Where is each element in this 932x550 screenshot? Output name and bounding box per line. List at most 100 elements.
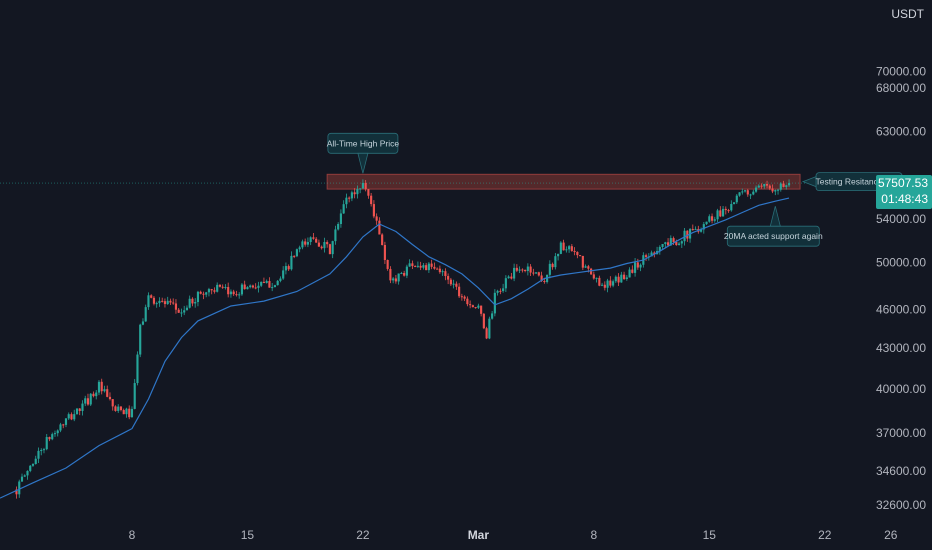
candle (474, 306, 477, 309)
candle (353, 188, 356, 199)
candle-body (128, 408, 131, 418)
candle-body (394, 278, 397, 282)
candle-body (284, 266, 287, 271)
candle (279, 276, 282, 283)
candle-body (295, 249, 298, 257)
candle (97, 379, 101, 396)
candle (419, 261, 422, 271)
candle (304, 238, 307, 247)
annotation-pointer (801, 176, 817, 188)
annotation-callout[interactable]: All-Time High Price (327, 132, 400, 174)
candle-body (592, 274, 595, 279)
candle (768, 184, 771, 191)
candle-body (634, 262, 637, 273)
candle (548, 260, 551, 279)
candle-body (317, 242, 320, 247)
candle (430, 259, 433, 270)
candle (592, 271, 595, 280)
candle-body (705, 221, 708, 225)
candle-body (290, 255, 293, 270)
candle (529, 264, 532, 277)
candle (595, 277, 598, 283)
candle-body (414, 266, 417, 268)
candle (20, 473, 24, 483)
candle-body (78, 408, 81, 411)
candle (260, 281, 263, 288)
candle (213, 287, 216, 294)
candle (658, 245, 661, 255)
candle (554, 252, 557, 270)
candle (70, 412, 73, 421)
candle (584, 264, 587, 269)
candle-body (768, 185, 771, 189)
annotation-callout[interactable]: 20MA acted support again (724, 206, 823, 247)
candle (81, 400, 84, 416)
candle-body (141, 321, 145, 325)
candle-body (315, 238, 318, 243)
candle-body (779, 183, 782, 190)
candle (411, 260, 414, 270)
candle-body (383, 244, 386, 260)
candle (705, 221, 708, 225)
candle (59, 422, 62, 433)
candle (106, 385, 109, 398)
candle-body (595, 277, 598, 279)
time-tick-label: Mar (468, 528, 490, 542)
candle (295, 248, 298, 258)
candle (405, 264, 408, 279)
candle-body (573, 250, 576, 252)
candle-body (136, 354, 139, 384)
candle-body (23, 475, 26, 477)
candle (227, 282, 230, 298)
candle (133, 379, 136, 410)
candle (45, 434, 48, 451)
candle-body (367, 189, 370, 196)
candle (194, 298, 197, 308)
ma-20-line (0, 197, 790, 499)
candle (537, 271, 540, 277)
candle (210, 288, 213, 295)
candle (114, 405, 117, 412)
candle (199, 290, 202, 295)
candle-body (218, 284, 222, 287)
candle-body (727, 210, 730, 212)
candle (180, 308, 183, 317)
candle (455, 281, 458, 290)
candle (394, 275, 397, 284)
candle-body (323, 242, 326, 249)
candle (403, 270, 406, 277)
candle-body (45, 437, 48, 450)
candle-body (191, 298, 194, 304)
time-axis[interactable]: 8 15 22 Mar 8 15 22 26 (129, 528, 898, 542)
candle-body (590, 268, 593, 275)
candle (482, 313, 485, 330)
candle-body (447, 276, 450, 280)
candle-body (405, 266, 408, 276)
price-axis[interactable]: 70000.00 68000.00 63000.00 54000.00 50000.00… (874, 4, 932, 512)
candle-body (177, 309, 180, 313)
candle (161, 297, 164, 303)
candle-body (100, 381, 103, 392)
candle-body (645, 255, 648, 257)
candle-body (730, 204, 733, 211)
candle-body (243, 284, 246, 290)
candle (400, 271, 403, 275)
candle-body (282, 270, 285, 279)
price-tick-label: 32600.00 (876, 498, 926, 512)
candle-body (757, 185, 760, 188)
candle (496, 289, 499, 296)
candle-body (37, 450, 40, 459)
candle (361, 179, 364, 189)
candle-body (42, 449, 46, 451)
candle-body (67, 414, 70, 419)
candle (169, 298, 172, 305)
candle (75, 408, 79, 415)
candle (218, 284, 222, 288)
candle (524, 269, 527, 273)
candle (573, 247, 576, 256)
candle-body (240, 284, 244, 295)
price-tick-label: 46000.00 (876, 303, 926, 317)
candle (323, 237, 326, 253)
candle (677, 241, 681, 246)
